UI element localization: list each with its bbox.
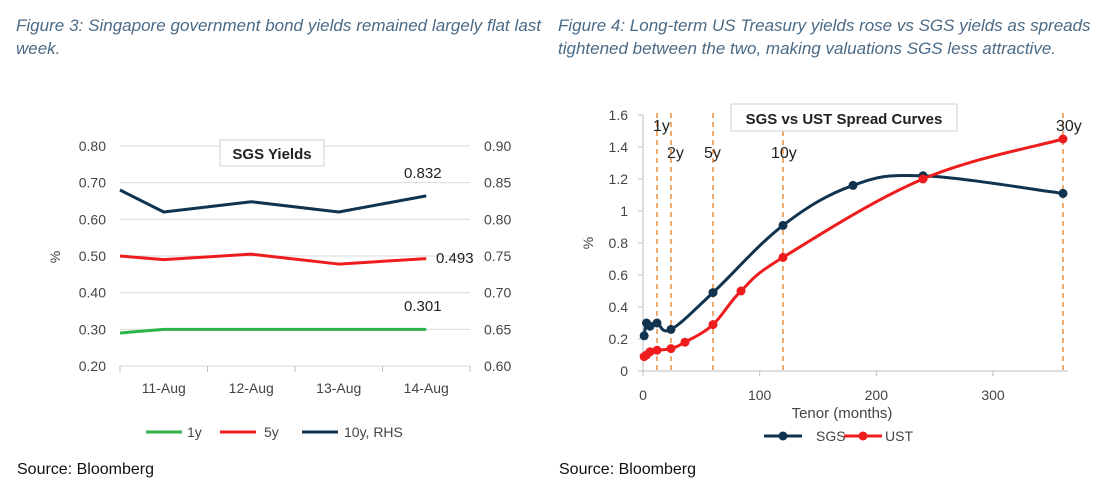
y-tick-label: 1	[620, 203, 628, 219]
data-point-ust	[680, 337, 690, 347]
data-point-ust	[652, 345, 662, 355]
chart-title: SGS vs UST Spread Curves	[746, 111, 943, 128]
y-tick-label: 1.4	[609, 139, 629, 155]
data-label-10y: 0.832	[404, 165, 442, 182]
x-tick-label: 11-Aug	[142, 380, 186, 396]
y-tick-label: 0.20	[79, 358, 106, 374]
figure-3-caption: Figure 3: Singapore government bond yiel…	[16, 16, 541, 58]
data-label-5y: 0.493	[436, 250, 474, 267]
data-point-sgs	[666, 324, 676, 334]
data-point-sgs	[639, 331, 649, 341]
legend-marker	[778, 431, 788, 441]
data-label-1y: 0.301	[404, 298, 442, 315]
y2-tick-label: 0.90	[484, 138, 511, 154]
y-tick-label: 0.70	[79, 175, 106, 191]
chart-title: SGS Yields	[232, 146, 311, 163]
y-tick-label: 1.6	[609, 107, 629, 123]
y-tick-label: 0.80	[79, 138, 106, 154]
y-tick-label: 0.8	[609, 235, 629, 251]
chart-title-box	[219, 139, 325, 167]
y2-tick-label: 0.85	[484, 175, 511, 191]
source-note-right: Source: Bloomberg	[559, 461, 696, 478]
tenor-marker-label: 10y	[771, 145, 797, 162]
x-tick-label: 14-Aug	[404, 380, 449, 396]
series-line-ust	[643, 137, 1064, 358]
data-point-ust	[1058, 134, 1068, 144]
y2-tick-label: 0.65	[484, 321, 511, 337]
series-line-sgs	[642, 173, 1064, 337]
legend-label: 1y	[187, 424, 202, 440]
x-tick-label: 0	[639, 387, 647, 403]
x-axis-label: Tenor (months)	[792, 405, 893, 422]
x-tick-label: 200	[865, 387, 889, 403]
y-tick-label: 0.50	[79, 248, 106, 264]
x-tick-label: 300	[981, 387, 1005, 403]
data-point-ust	[645, 347, 655, 357]
tenor-marker-label: 1y	[653, 118, 670, 135]
source-note-left: Source: Bloomberg	[17, 461, 154, 478]
data-point-ust	[666, 344, 676, 354]
data-point-sgs	[645, 321, 655, 331]
data-point-sgs	[708, 288, 718, 298]
y-axis-label: %	[47, 251, 63, 263]
legend-label: 10y, RHS	[344, 424, 403, 440]
x-tick-label: 100	[748, 387, 772, 403]
y-tick-label: 0.2	[609, 331, 629, 347]
y2-tick-label: 0.80	[484, 211, 511, 227]
series-line-5y	[119, 252, 427, 266]
y-tick-label: 0.30	[79, 321, 106, 337]
y-tick-label: 0	[620, 363, 628, 379]
figure-4-caption: Figure 4: Long-term US Treasury yields r…	[558, 16, 1091, 58]
y-tick-label: 0.6	[609, 267, 629, 283]
y-axis-label: %	[580, 237, 596, 249]
data-point-sgs	[652, 318, 662, 328]
data-point-sgs	[848, 180, 858, 190]
x-tick-label: 13-Aug	[316, 380, 361, 396]
x-tick-label: 12-Aug	[229, 380, 274, 396]
y-tick-label: 1.2	[609, 171, 629, 187]
y2-tick-label: 0.60	[484, 358, 511, 374]
series-line-10y-rhs	[119, 188, 427, 214]
y2-tick-label: 0.70	[484, 285, 511, 301]
legend-label: SGS	[816, 428, 846, 444]
data-point-ust	[708, 320, 718, 330]
data-point-ust	[918, 174, 928, 184]
y-tick-label: 0.4	[609, 299, 629, 315]
y-tick-label: 0.60	[79, 211, 106, 227]
y-tick-label: 0.40	[79, 285, 106, 301]
legend-label: UST	[885, 428, 913, 444]
chart-title-box	[730, 103, 958, 132]
y2-tick-label: 0.75	[484, 248, 511, 264]
legend-label: 5y	[264, 424, 279, 440]
data-point-sgs	[778, 220, 788, 230]
legend-marker	[858, 431, 868, 441]
tenor-marker-label: 2y	[667, 145, 684, 162]
data-point-ust	[778, 252, 788, 262]
tenor-marker-label: 30y	[1056, 118, 1082, 135]
data-point-ust	[736, 286, 746, 296]
data-point-sgs	[1058, 188, 1068, 198]
tenor-marker-label: 5y	[704, 145, 721, 162]
series-line-1y	[119, 327, 427, 335]
